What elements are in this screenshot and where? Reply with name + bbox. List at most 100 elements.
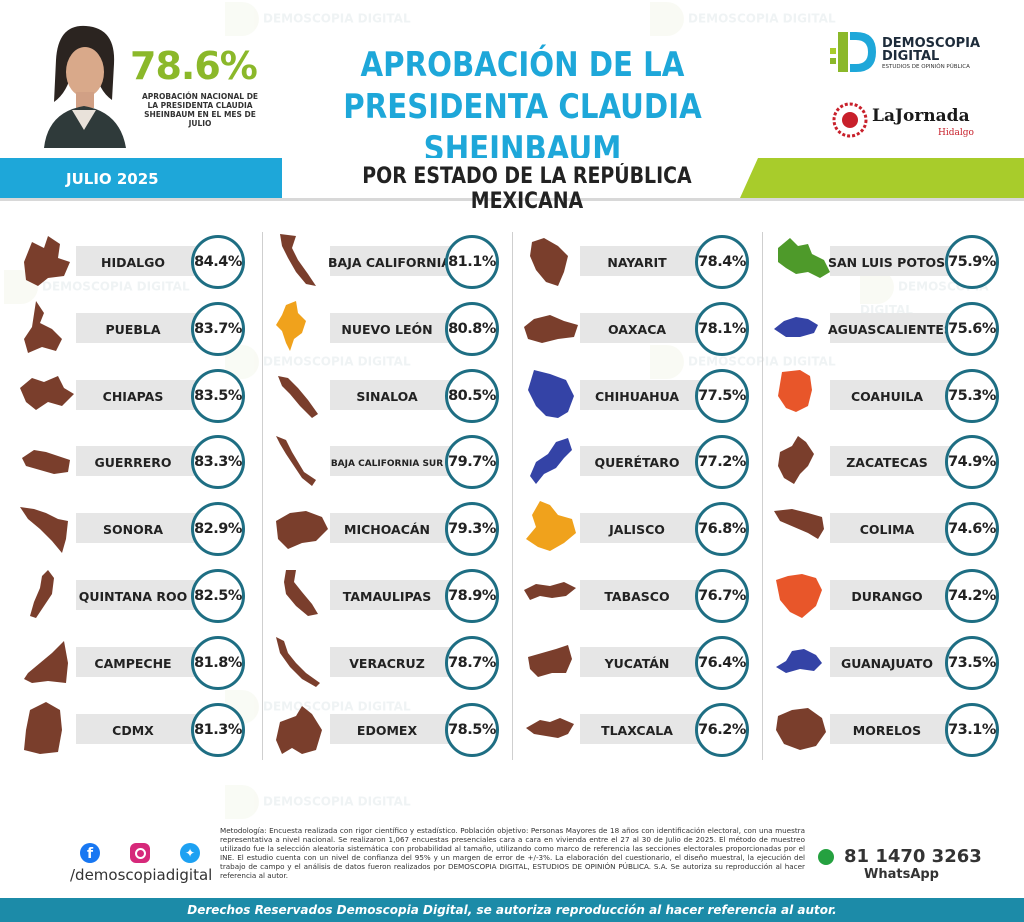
facebook-icon[interactable]: f bbox=[80, 843, 100, 863]
state-row: CDMX 81.3% bbox=[18, 700, 258, 757]
methodology-text: Metodología: Encuesta realizada con rigo… bbox=[220, 826, 805, 880]
state-row: JALISCO 76.8% bbox=[522, 499, 762, 557]
state-map-icon bbox=[776, 574, 822, 618]
state-map-icon bbox=[774, 509, 824, 540]
state-approval-value: 82.9% bbox=[191, 502, 245, 557]
state-silhouette bbox=[778, 238, 830, 278]
state-name: HIDALGO bbox=[100, 255, 165, 270]
state-silhouette bbox=[778, 436, 814, 485]
state-map-icon bbox=[276, 511, 328, 550]
state-row: YUCATÁN 76.4% bbox=[522, 633, 762, 690]
column-divider bbox=[262, 232, 263, 760]
state-name: NUEVO LEÓN bbox=[341, 321, 433, 337]
state-silhouette bbox=[280, 234, 316, 286]
state-map-icon bbox=[778, 436, 814, 485]
state-silhouette bbox=[526, 501, 576, 552]
state-name: CAMPECHE bbox=[94, 655, 172, 671]
rights-notice: Derechos Reservados Demoscopia Digital, … bbox=[187, 903, 837, 917]
state-row: SINALOA 80.5% bbox=[272, 366, 512, 423]
state-name: ZACATECAS bbox=[846, 455, 928, 471]
state-silhouette bbox=[24, 640, 68, 683]
watermark: DEMOSCOPIA DIGITAL bbox=[225, 2, 411, 36]
state-silhouette bbox=[530, 438, 572, 485]
state-row: CHIHUAHUA 77.5% bbox=[522, 366, 762, 423]
logo-text-main: DEMOSCOPIA bbox=[882, 36, 981, 51]
state-map-icon bbox=[20, 375, 74, 410]
state-name: OAXACA bbox=[607, 321, 667, 337]
state-approval-value: 73.1% bbox=[945, 702, 999, 757]
band-right bbox=[740, 158, 1024, 198]
state-row: NUEVO LEÓN 80.8% bbox=[272, 299, 512, 356]
state-approval-value: 81.3% bbox=[191, 702, 245, 757]
state-row: CAMPECHE 81.8% bbox=[18, 633, 258, 690]
state-approval-value: 74.2% bbox=[945, 569, 999, 623]
twitter-icon[interactable]: ✦ bbox=[180, 843, 200, 863]
state-map-icon bbox=[276, 300, 306, 351]
state-map-icon bbox=[24, 640, 68, 683]
state-row: MICHOACÁN 79.3% bbox=[272, 499, 512, 557]
state-name: JALISCO bbox=[609, 522, 665, 538]
state-name: QUERÉTARO bbox=[594, 455, 680, 471]
state-row: NAYARIT 78.4% bbox=[522, 232, 762, 289]
state-row: TAMAULIPAS 78.9% bbox=[272, 566, 512, 623]
logo-text-main-2: DIGITAL bbox=[882, 49, 940, 64]
state-silhouette bbox=[30, 570, 54, 618]
state-row: COAHUILA 75.3% bbox=[772, 366, 1012, 423]
state-approval-value: 78.5% bbox=[445, 702, 499, 757]
state-name: NAYARIT bbox=[607, 255, 667, 270]
state-row: CHIAPAS 83.5% bbox=[18, 366, 258, 423]
state-silhouette bbox=[24, 300, 62, 353]
state-row: AGUASCALIENTES 75.6% bbox=[772, 299, 1012, 356]
instagram-icon[interactable] bbox=[130, 843, 150, 863]
state-approval-value: 75.3% bbox=[945, 368, 999, 423]
state-name: TABASCO bbox=[604, 589, 670, 604]
state-name: MICHOACÁN bbox=[344, 522, 430, 538]
state-silhouette bbox=[22, 450, 70, 475]
state-approval-value: 73.5% bbox=[945, 635, 999, 690]
state-approval-value: 79.3% bbox=[445, 502, 499, 557]
page-title: APROBACIÓN DE LA PRESIDENTA CLAUDIA SHEI… bbox=[292, 44, 752, 170]
band-left bbox=[0, 158, 300, 198]
logo-text-sub: ESTUDIOS DE OPINIÓN PÚBLICA bbox=[882, 64, 970, 70]
state-row: QUERÉTARO 77.2% bbox=[522, 432, 762, 490]
state-row: ZACATECAS 74.9% bbox=[772, 432, 1012, 490]
state-map-icon bbox=[528, 644, 572, 677]
month-label: JULIO 2025 bbox=[66, 170, 159, 188]
state-row: PUEBLA 83.7% bbox=[18, 299, 258, 356]
state-map-icon bbox=[776, 648, 822, 673]
state-name: TLAXCALA bbox=[601, 722, 673, 738]
state-map-icon bbox=[528, 369, 574, 418]
state-row: GUANAJUATO 73.5% bbox=[772, 633, 1012, 690]
state-silhouette bbox=[20, 507, 68, 554]
state-row: BAJA CALIFORNIA SUR 79.7% bbox=[272, 432, 512, 490]
state-row: SAN LUIS POTOSÍ 75.9% bbox=[772, 232, 1012, 289]
state-approval-value: 77.5% bbox=[695, 368, 749, 423]
state-row: OAXACA 78.1% bbox=[522, 299, 762, 356]
state-silhouette bbox=[276, 636, 320, 687]
state-name: COAHUILA bbox=[850, 388, 924, 404]
state-name: COLIMA bbox=[859, 522, 915, 538]
state-silhouette bbox=[526, 717, 574, 738]
social-handle[interactable]: /demoscopiadigital bbox=[70, 866, 213, 884]
state-silhouette bbox=[24, 701, 62, 754]
state-approval-value: 77.2% bbox=[695, 435, 749, 490]
state-name: TAMAULIPAS bbox=[342, 589, 432, 604]
state-silhouette bbox=[24, 236, 70, 286]
state-name: YUCATÁN bbox=[604, 655, 670, 671]
state-map-icon bbox=[776, 707, 826, 750]
phone-number[interactable]: 81 1470 3263 bbox=[818, 846, 982, 867]
state-map-icon bbox=[280, 234, 316, 286]
state-approval-value: 75.9% bbox=[945, 235, 999, 289]
state-map-icon bbox=[276, 436, 316, 487]
state-map-icon bbox=[22, 450, 70, 475]
watermark: DEMOSCOPIA DIGITAL bbox=[225, 785, 411, 819]
band-shadow bbox=[0, 198, 1024, 201]
state-approval-value: 84.4% bbox=[191, 235, 245, 289]
state-approval-value: 75.6% bbox=[945, 301, 999, 356]
state-silhouette bbox=[774, 509, 824, 540]
state-approval-value: 76.4% bbox=[695, 635, 749, 690]
state-approval-value: 78.4% bbox=[695, 235, 749, 289]
state-approval-value: 82.5% bbox=[191, 569, 245, 623]
state-approval-value: 80.8% bbox=[445, 301, 499, 356]
state-silhouette bbox=[276, 436, 316, 487]
